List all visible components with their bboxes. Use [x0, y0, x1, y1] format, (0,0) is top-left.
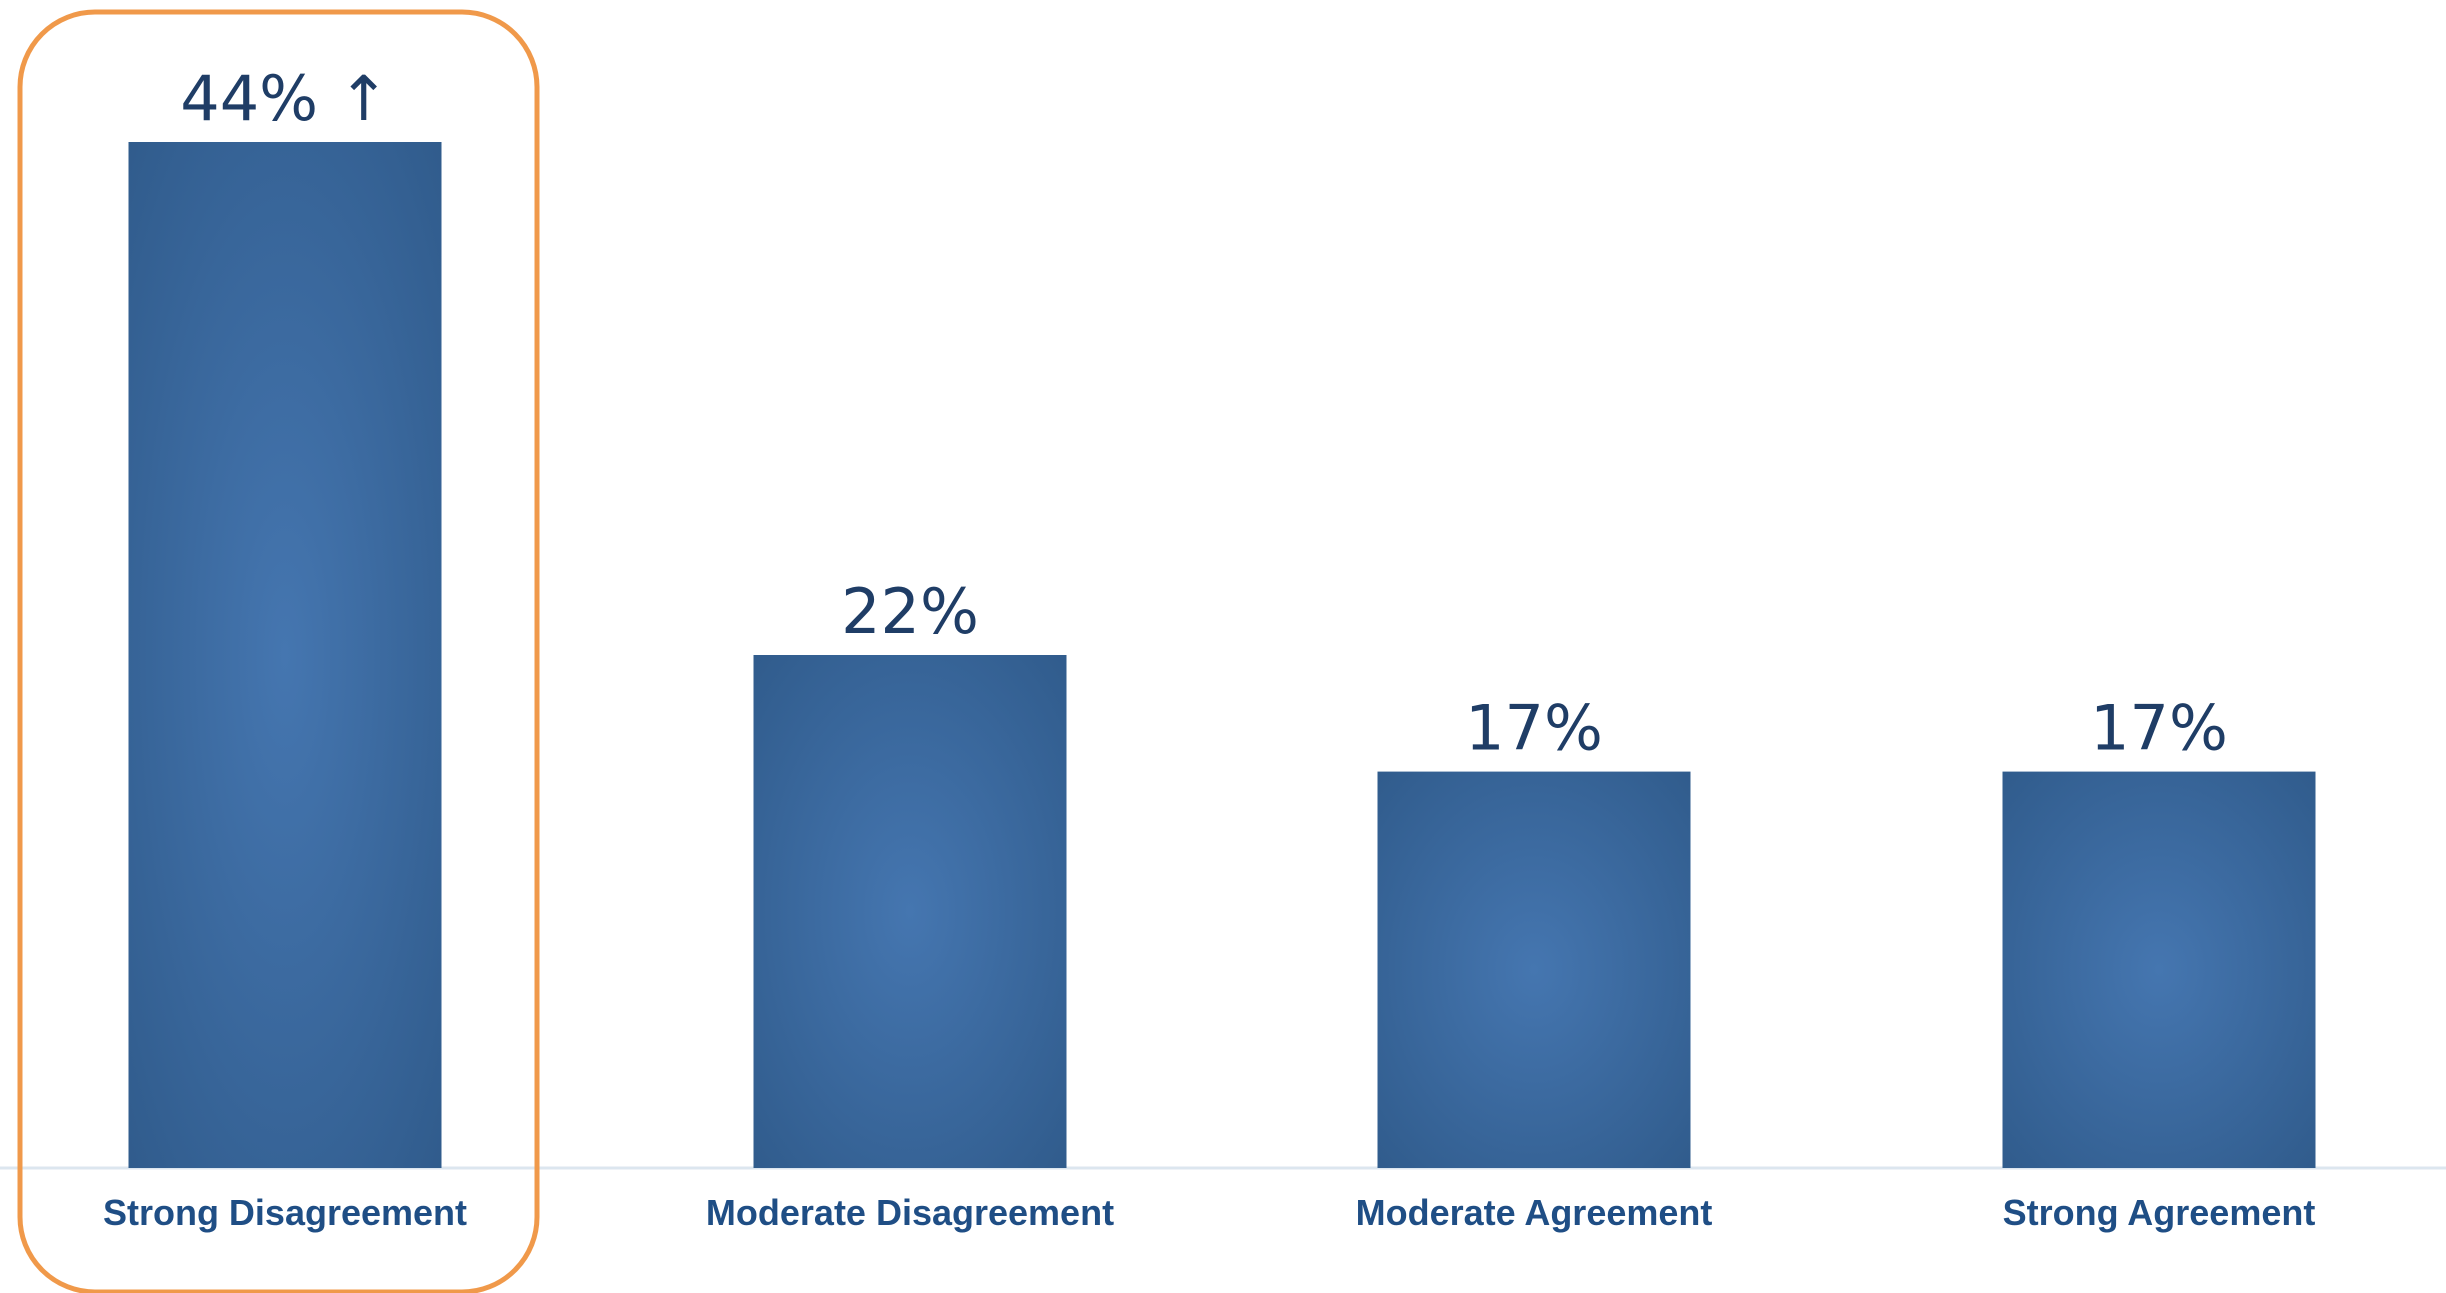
highlight-frame — [17, 9, 540, 1293]
bar-moderate-disagreement — [753, 655, 1067, 1168]
bar-strong-disagreement — [128, 142, 442, 1168]
data-labels-group: 44% ↑ 22% 17% 17% — [180, 62, 2228, 765]
bar-moderate-agreement — [1377, 771, 1691, 1168]
category-label-moderate-disagreement: Moderate Disagreement — [706, 1192, 1114, 1233]
data-label-moderate-disagreement: 22% — [841, 575, 979, 648]
category-label-strong-disagreement: Strong Disagreement — [103, 1192, 467, 1233]
category-label-strong-agreement: Strong Agreement — [2003, 1192, 2316, 1233]
category-label-moderate-agreement: Moderate Agreement — [1356, 1192, 1713, 1233]
data-label-strong-disagreement: 44% ↑ — [180, 62, 389, 135]
data-label-moderate-agreement: 17% — [1465, 692, 1603, 765]
bars-group — [128, 142, 2316, 1168]
category-labels-group: Strong Disagreement Moderate Disagreement… — [103, 1192, 2315, 1233]
data-label-strong-agreement: 17% — [2090, 692, 2228, 765]
bar-strong-agreement — [2002, 771, 2316, 1168]
